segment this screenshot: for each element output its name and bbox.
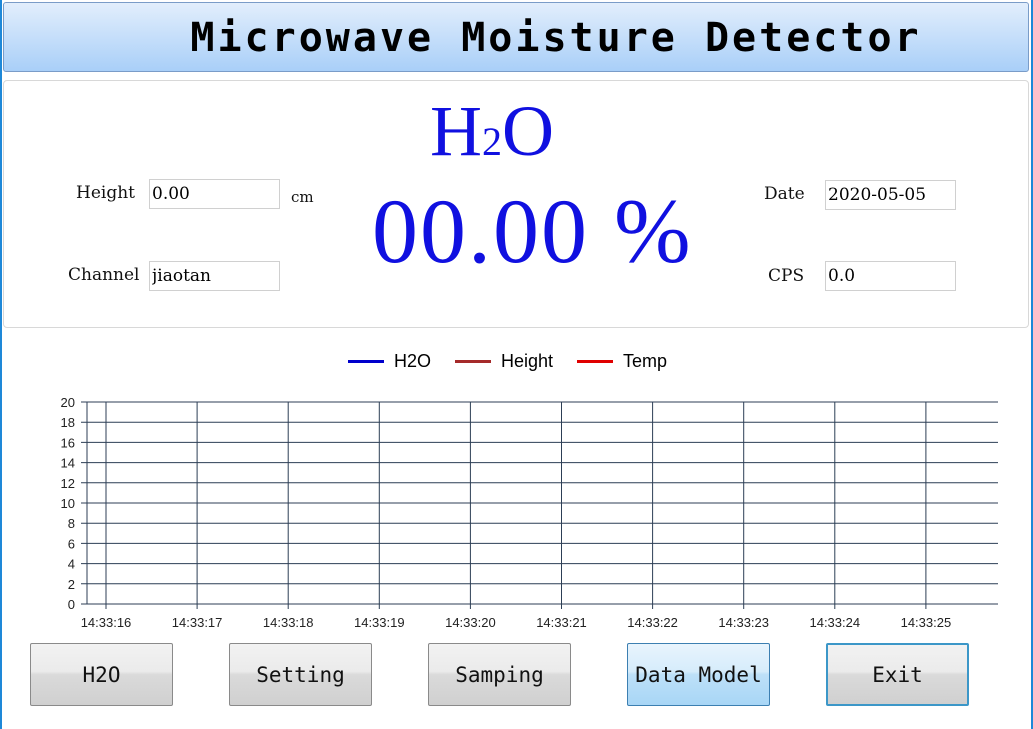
y-tick-label: 18 — [61, 415, 75, 430]
x-tick-label: 14:33:17 — [172, 615, 223, 630]
y-tick-label: 16 — [61, 435, 75, 450]
date-label: Date — [764, 184, 805, 204]
chart-legend: H2O Height Temp — [348, 351, 667, 372]
x-tick-label: 14:33:20 — [445, 615, 496, 630]
y-tick-label: 6 — [68, 536, 75, 551]
y-tick-label: 20 — [61, 395, 75, 410]
legend-swatch — [348, 360, 384, 363]
x-tick-label: 14:33:19 — [354, 615, 405, 630]
legend-item-temp: Temp — [577, 351, 667, 372]
legend-item-h2o: H2O — [348, 351, 431, 372]
y-tick-label: 0 — [68, 597, 75, 612]
cps-label: CPS — [768, 266, 805, 286]
y-tick-label: 12 — [61, 476, 75, 491]
y-tick-label: 8 — [68, 516, 75, 531]
x-tick-label: 14:33:25 — [901, 615, 952, 630]
legend-swatch — [577, 360, 614, 363]
height-unit: cm — [291, 188, 314, 206]
legend-swatch — [455, 360, 492, 363]
readout-panel — [3, 80, 1029, 328]
window-left-border — [0, 0, 2, 729]
cps-input[interactable] — [825, 261, 956, 291]
height-input[interactable] — [149, 179, 280, 209]
x-tick-label: 14:33:16 — [81, 615, 132, 630]
h2o-formula: H2O — [430, 91, 554, 171]
x-tick-label: 14:33:21 — [536, 615, 587, 630]
window-right-border — [1031, 0, 1033, 729]
h2o-button[interactable]: H2O — [30, 643, 173, 706]
moisture-value: 00.00 % — [372, 180, 693, 282]
samping-button[interactable]: Samping — [428, 643, 571, 706]
x-tick-label: 14:33:24 — [809, 615, 860, 630]
y-tick-label: 4 — [68, 557, 75, 572]
height-label: Height — [76, 183, 135, 203]
data-model-button[interactable]: Data Model — [627, 643, 770, 706]
app-title: Microwave Moisture Detector — [190, 15, 922, 61]
header-bar: Microwave Moisture Detector — [3, 2, 1029, 72]
exit-button[interactable]: Exit — [826, 643, 969, 706]
channel-input[interactable] — [149, 261, 280, 291]
y-tick-label: 10 — [61, 496, 75, 511]
setting-button[interactable]: Setting — [229, 643, 372, 706]
y-tick-label: 2 — [68, 577, 75, 592]
channel-label: Channel — [68, 265, 140, 285]
date-input[interactable] — [825, 180, 956, 210]
x-tick-label: 14:33:23 — [718, 615, 769, 630]
x-tick-label: 14:33:18 — [263, 615, 314, 630]
y-tick-label: 14 — [61, 456, 75, 471]
x-tick-label: 14:33:22 — [627, 615, 678, 630]
legend-item-height: Height — [455, 351, 553, 372]
